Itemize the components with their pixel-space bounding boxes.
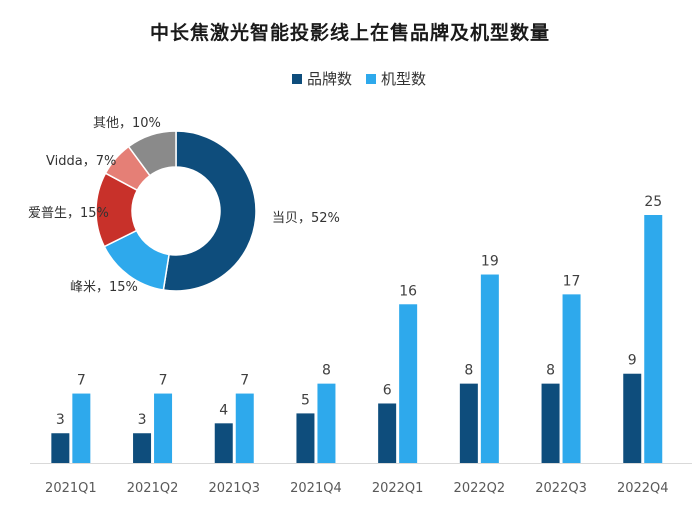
data-label: 25 (644, 194, 662, 210)
data-label: 9 (628, 353, 637, 369)
legend-item-model: 机型数 (366, 68, 426, 89)
donut-slice (162, 130, 257, 292)
bar-model (399, 304, 418, 463)
donut-label: 其他，10% (93, 116, 161, 131)
data-label: 7 (240, 373, 249, 389)
legend-label-model: 机型数 (381, 70, 427, 88)
donut-label: Vidda，7% (46, 154, 116, 169)
bar-model (644, 215, 663, 463)
bar-brand (214, 423, 233, 463)
donut-label: 爱普生，15% (28, 206, 109, 221)
x-tick-label: 2022Q3 (535, 481, 587, 496)
donut-label: 当贝，52% (272, 211, 340, 226)
bar-brand (623, 373, 642, 463)
data-label: 3 (138, 412, 147, 428)
bar-model (480, 274, 499, 463)
legend: 品牌数 机型数 (292, 68, 440, 89)
x-tick-label: 2021Q4 (290, 481, 342, 496)
bar-brand (459, 383, 478, 463)
x-tick-label: 2022Q1 (372, 481, 424, 496)
data-label: 7 (159, 373, 168, 389)
data-label: 19 (481, 254, 499, 270)
bar-brand (378, 403, 397, 463)
bar-model (317, 383, 336, 463)
data-label: 16 (399, 283, 417, 299)
bar-model (72, 393, 91, 463)
bar-model (235, 393, 254, 463)
x-tick-label: 2021Q1 (45, 481, 97, 496)
legend-swatch-model (366, 73, 377, 84)
donut-slice (127, 130, 177, 177)
data-label: 8 (322, 363, 331, 379)
data-label: 7 (77, 373, 86, 389)
donut-label: 峰米，15% (70, 280, 138, 295)
legend-item-brand: 品牌数 (292, 68, 352, 89)
data-label: 5 (301, 392, 310, 408)
data-label: 8 (546, 363, 555, 379)
legend-label-brand: 品牌数 (307, 70, 353, 88)
bar-brand (296, 413, 315, 463)
bar-brand (51, 433, 70, 463)
data-label: 17 (563, 273, 581, 289)
x-tick-label: 2021Q2 (127, 481, 179, 496)
x-tick-label: 2021Q3 (208, 481, 260, 496)
x-tick-label: 2022Q2 (454, 481, 506, 496)
bar-model (562, 294, 581, 463)
data-label: 4 (219, 402, 228, 418)
legend-swatch-brand (292, 73, 302, 84)
x-tick-label: 2022Q4 (617, 481, 669, 496)
bar-brand (541, 383, 560, 463)
data-label: 3 (56, 412, 65, 428)
chart-title: 中长焦激光智能投影线上在售品牌及机型数量 (149, 22, 550, 44)
data-label: 8 (464, 363, 473, 379)
bar-brand (133, 433, 152, 463)
bar-model (154, 393, 173, 463)
data-label: 6 (383, 382, 392, 398)
